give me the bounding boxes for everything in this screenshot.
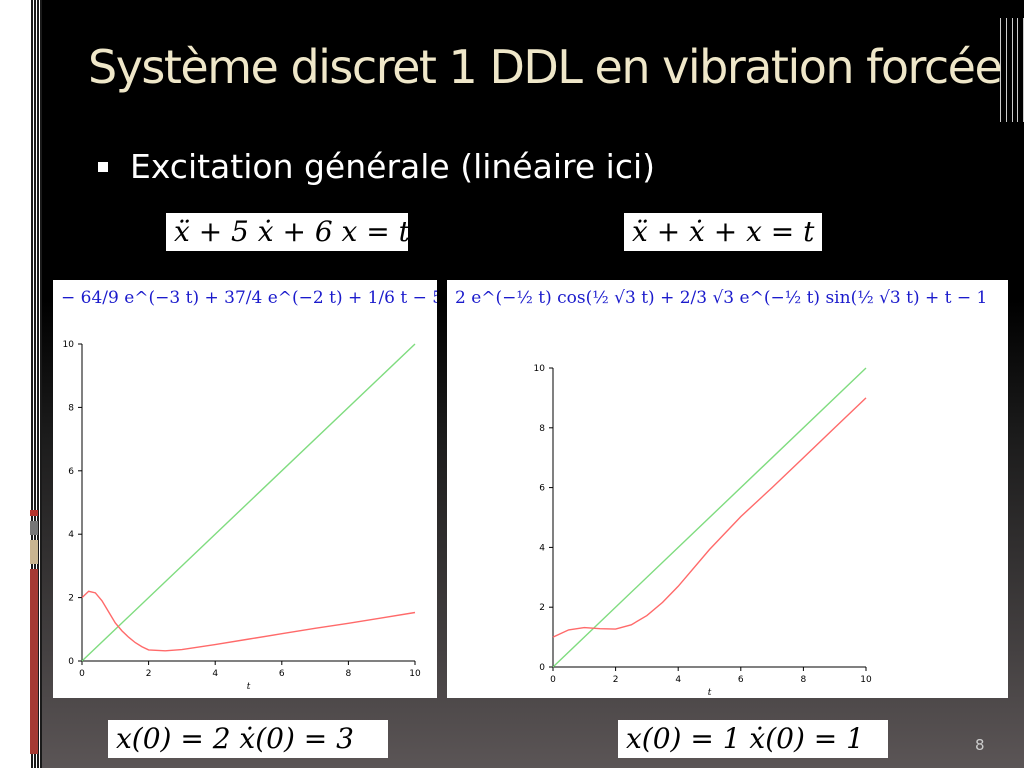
left-initial-conditions: x(0) = 2 ẋ(0) = 3: [108, 720, 388, 758]
left-chart-x-tick-label-3: 6: [279, 669, 285, 679]
right-chart-x-tick-label-5: 10: [860, 675, 872, 685]
left-chart-x-tick-label-1: 2: [146, 669, 152, 679]
right-chart-x-tick-label-1: 2: [613, 675, 619, 685]
left-solution-chart: 0 2 4 6 8 10 0 2 4 6 8 10 t: [63, 340, 421, 692]
right-chart-x-tick-label-0: 0: [550, 675, 556, 685]
right-chart-y-tick-label-5: 10: [534, 364, 546, 374]
left-chart-x-tick-label-5: 10: [409, 669, 421, 679]
bullet-text: Excitation générale (linéaire ici): [130, 147, 656, 186]
side-mark-gray: [30, 521, 38, 535]
left-chart-x-tick-label-4: 8: [346, 669, 352, 679]
side-mark-red: [30, 510, 38, 516]
left-chart-y-tick-label-1: 2: [68, 594, 74, 604]
title-decor-lines: [1000, 18, 1024, 122]
left-chart-x-tick-label-2: 4: [212, 669, 218, 679]
bullet-item: Excitation générale (linéaire ici): [98, 147, 655, 186]
right-chart-x-tick-label-4: 8: [801, 675, 807, 685]
right-chart-x-axis-label: t: [708, 688, 712, 698]
left-chart-y-tick-label-2: 4: [68, 530, 74, 540]
right-chart-y-tick-label-2: 4: [539, 543, 545, 553]
right-plot-panel: 2 e^(−½ t) cos(½ √3 t) + 2/3 √3 e^(−½ t)…: [447, 280, 1008, 698]
right-solution-chart: 0 2 4 6 8 10 0 2 4 6 8 10 t: [534, 364, 872, 698]
right-initial-conditions: x(0) = 1 ẋ(0) = 1: [618, 720, 888, 758]
left-chart-x-axis-label: t: [247, 682, 251, 692]
right-chart-x-tick-label-2: 4: [675, 675, 681, 685]
side-mark-long-red: [30, 569, 38, 754]
square-bullet-icon: [98, 161, 108, 172]
side-mark-tan: [30, 540, 38, 564]
right-chart-y-tick-label-4: 8: [539, 424, 545, 434]
right-solution-formula: 2 e^(−½ t) cos(½ √3 t) + 2/3 √3 e^(−½ t)…: [455, 288, 988, 308]
side-color-marks: [30, 510, 38, 759]
left-chart-y-tick-label-0: 0: [68, 657, 74, 667]
left-plot-panel: − 64/9 e^(−3 t) + 37/4 e^(−2 t) + 1/6 t …: [53, 280, 437, 698]
slide-number: 8: [975, 736, 985, 754]
left-chart-series-1-line: [81, 590, 416, 652]
right-chart-y-tick-label-0: 0: [539, 663, 545, 673]
right-ode-equation: ẍ + ẋ + x = t: [624, 213, 822, 251]
left-chart-series-0-line: [81, 343, 416, 662]
left-chart-y-tick-label-3: 6: [68, 467, 74, 477]
left-chart-x-tick-label-0: 0: [79, 669, 85, 679]
left-chart-y-tick-label-4: 8: [68, 403, 74, 413]
right-chart-x-tick-label-3: 6: [738, 675, 744, 685]
right-chart-series-1-line: [552, 397, 867, 638]
right-chart-y-tick-label-1: 2: [539, 603, 545, 613]
right-chart-series-0-line: [552, 367, 867, 668]
right-chart-y-tick-label-3: 6: [539, 484, 545, 494]
left-chart-y-tick-label-5: 10: [63, 340, 75, 350]
left-ode-equation: ẍ + 5 ẋ + 6 x = t: [166, 213, 410, 251]
left-solution-formula: − 64/9 e^(−3 t) + 37/4 e^(−2 t) + 1/6 t …: [61, 288, 437, 308]
slide-title: Système discret 1 DDL en vibration forcé…: [88, 40, 1003, 94]
